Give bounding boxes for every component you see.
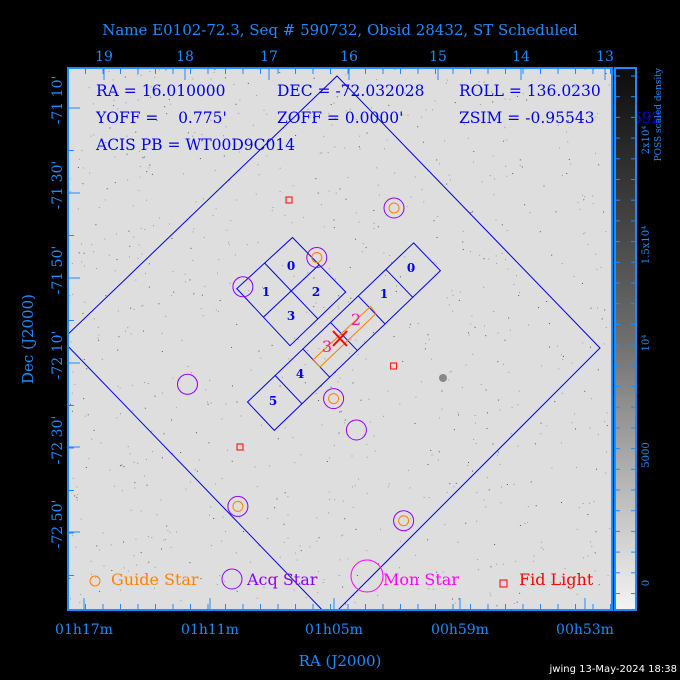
- colorbar-tick-label: 5000: [641, 442, 652, 467]
- guide-star-marker: [388, 202, 400, 214]
- left-axis-tick-label: -71 50': [50, 246, 66, 295]
- acq-star-marker: [393, 510, 415, 532]
- field-of-view-square: [68, 75, 601, 610]
- colorbar-label: POSS scaled density: [654, 67, 664, 161]
- colorbar: [614, 67, 637, 611]
- colorbar-tick-label: 2x10⁴: [641, 126, 652, 155]
- colorbar-tick-label: 10⁴: [641, 335, 652, 352]
- top-axis-tick-label: 13: [596, 49, 614, 65]
- fid-light-legend-icon: [499, 579, 508, 588]
- fid-light-marker: [285, 196, 293, 204]
- bottom-axis-tick-label: 01h05m: [305, 622, 363, 638]
- bottom-axis-tick-label: 01h11m: [181, 622, 239, 638]
- chip-label-i0: 0: [287, 259, 295, 273]
- guide-star-marker: [232, 500, 244, 512]
- chip-label-i3: 3: [287, 309, 295, 323]
- left-axis-tick-label: -71 10': [50, 76, 66, 125]
- fid-light-marker: [390, 362, 398, 370]
- acis-s-divider: [274, 375, 303, 405]
- left-axis-tick-label: -72 30': [50, 416, 66, 465]
- hrc-label-3: 3: [322, 337, 332, 356]
- axis-ticks: [67, 68, 611, 610]
- top-axis-tick-label: 15: [429, 49, 447, 65]
- plot-title: Name E0102-72.3, Seq # 590732, Obsid 284…: [102, 21, 578, 39]
- info-zoff: ZOFF = 0.0000': [277, 109, 403, 127]
- info-dec: DEC = -72.032028: [277, 82, 425, 100]
- acq-star-marker: [323, 388, 345, 410]
- legend-guide-star: Guide Star: [111, 570, 199, 589]
- legend-fid-light: Fid Light: [519, 570, 594, 589]
- top-axis-tick-label: 18: [176, 49, 194, 65]
- acis-i-array: [236, 236, 347, 347]
- footer-timestamp: jwing 13-May-2024 18:38: [549, 664, 678, 675]
- chip-label-s4: 4: [296, 367, 304, 381]
- x-axis-label: RA (J2000): [299, 652, 382, 670]
- left-axis-tick-label: -72 10': [50, 331, 66, 380]
- acis-s-divider: [357, 295, 386, 325]
- colorbar-ticks: [615, 75, 636, 594]
- acis-s-dividers: [274, 269, 414, 405]
- info-roll: ROLL = 136.0230: [459, 82, 601, 100]
- top-axis-tick-label: 14: [512, 49, 530, 65]
- guide-star-marker: [328, 393, 340, 405]
- top-axis-tick-label: 19: [95, 49, 113, 65]
- colorbar-tick-label: 0: [641, 580, 652, 586]
- chip-label-s5: 5: [269, 394, 277, 408]
- info-acis-pb: ACIS PB = WT00D9C014: [95, 136, 295, 154]
- acq-star-marker: [345, 419, 367, 441]
- acq-star-marker: [306, 247, 328, 268]
- acq-star-marker: [227, 495, 249, 517]
- overlays: 0 1 2 3 0 1 4 5 2 3: [68, 75, 601, 610]
- y-axis-label: Dec (J2000): [19, 294, 37, 384]
- colorbar-tick-label: 1.5x10⁴: [641, 226, 652, 264]
- left-axis-tick-label: -72 50': [50, 500, 66, 549]
- aimpoint-x-icon: [332, 330, 348, 347]
- top-axis-tick-label: 17: [260, 49, 278, 65]
- acis-i-divider: [263, 264, 320, 318]
- top-axis-tick-label: 16: [340, 49, 358, 65]
- acq-star-marker: [232, 276, 254, 298]
- bottom-axis-tick-label: 00h53m: [556, 622, 614, 638]
- acis-s-divider: [330, 322, 358, 351]
- acis-s-divider: [385, 269, 414, 298]
- mon-star-legend-icon: [350, 559, 384, 593]
- info-ra: RA = 16.010000: [96, 82, 226, 100]
- fid-light-marker: [236, 443, 244, 451]
- info-zsim: ZSIM = -0.95543: [459, 109, 595, 127]
- guide-star-marker: [398, 515, 410, 527]
- hrc-label-2: 2: [351, 310, 361, 329]
- bottom-axis-tick-label: 00h59m: [431, 622, 489, 638]
- legend-acq-star: Acq Star: [246, 570, 318, 589]
- plot-frame: [67, 67, 613, 611]
- galaxy-blob: [439, 374, 447, 382]
- chip-label-s1: 1: [380, 287, 388, 301]
- hrc-aperture: [312, 305, 377, 368]
- chip-label-i2: 2: [312, 285, 320, 299]
- guide-star-marker: [311, 252, 323, 263]
- acq-star-legend-icon: [221, 568, 243, 590]
- bottom-axis-tick-label: 01h17m: [55, 622, 113, 638]
- chip-label-s0: 0: [407, 261, 415, 275]
- left-axis-tick-label: -71 30': [50, 161, 66, 210]
- legend: Guide Star Acq Star Mon Star Fid Light: [89, 559, 594, 593]
- acq-star-marker: [177, 373, 198, 395]
- guide-star-legend-icon: [89, 575, 101, 587]
- info-yoff: YOFF = 0.775': [95, 109, 227, 127]
- acq-star-marker: [383, 197, 405, 219]
- chip-label-i1: 1: [262, 285, 270, 299]
- legend-mon-star: Mon Star: [383, 570, 459, 589]
